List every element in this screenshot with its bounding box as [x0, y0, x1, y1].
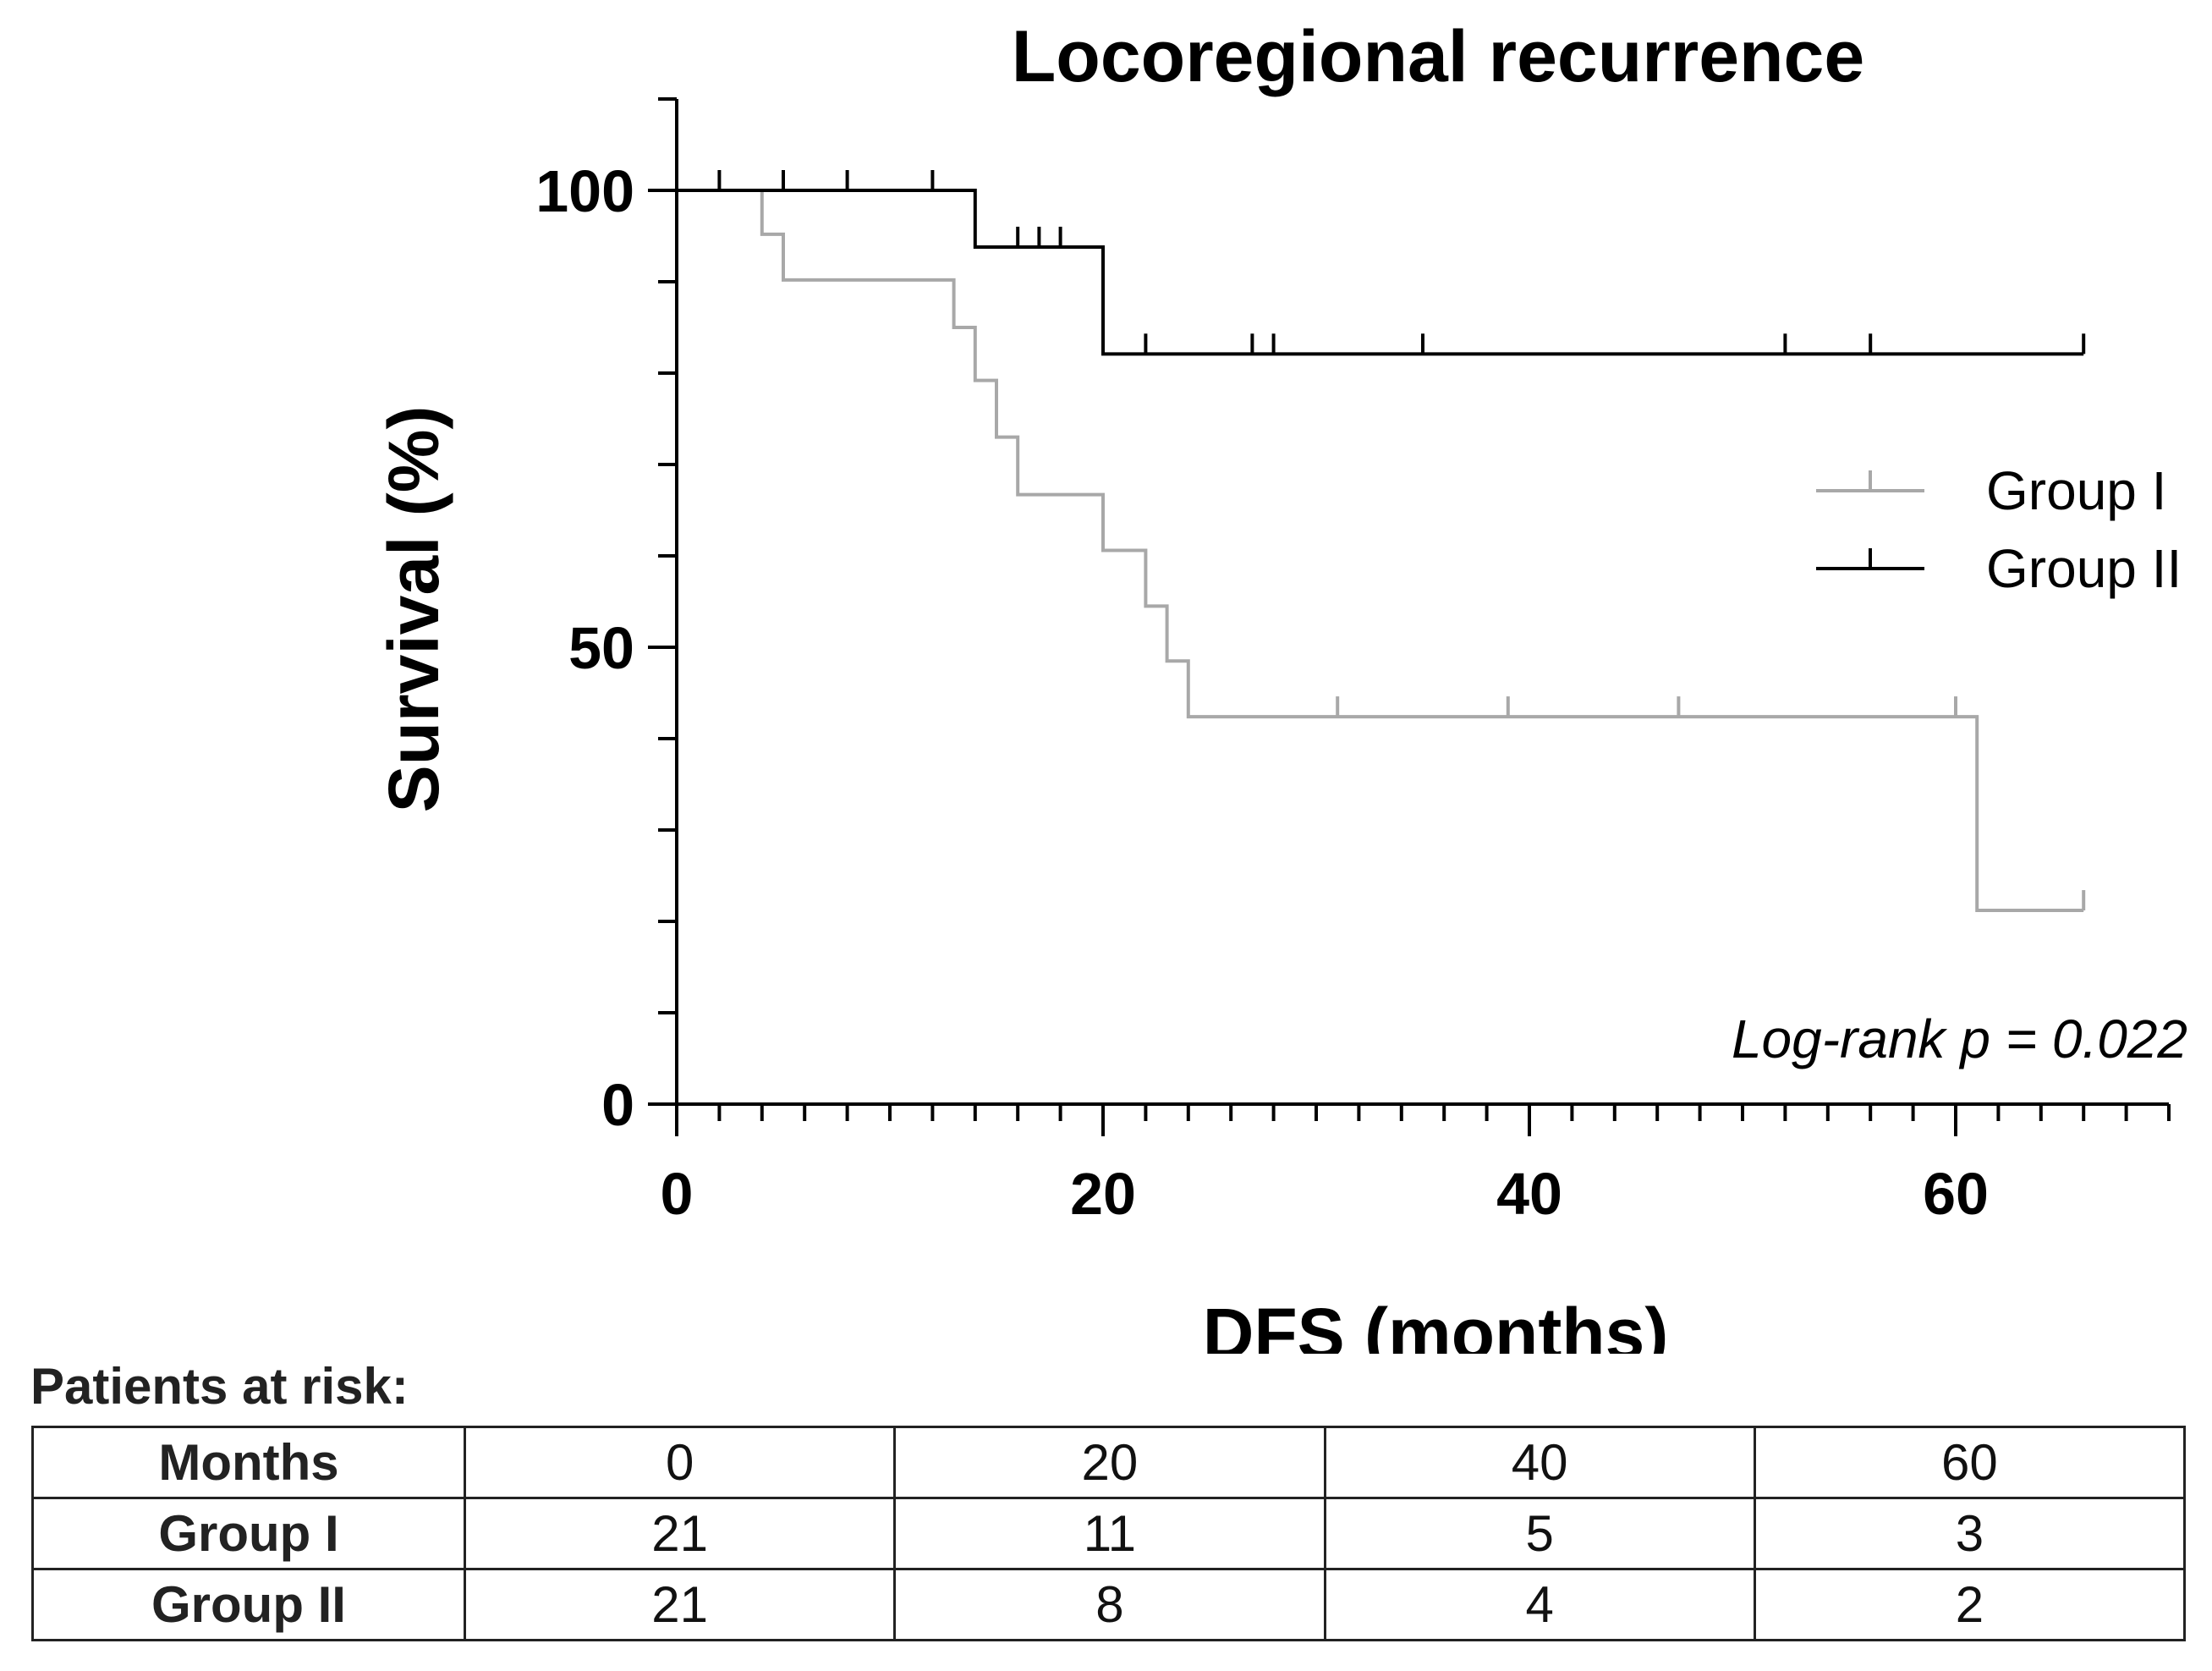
y-tick-label: 50	[568, 615, 634, 681]
risk-header-row: Months 0 20 40 60	[31, 1426, 2187, 1499]
legend-label-group-1: Group I	[1986, 460, 2166, 521]
legend-label-group-2: Group II	[1986, 538, 2182, 599]
risk-cell: 5	[1323, 1497, 1756, 1570]
x-tick-label: 0	[661, 1161, 694, 1227]
risk-table: Months 0 20 40 60 Group I 21 11 5 3 Grou…	[31, 1426, 2187, 1641]
risk-row-group-1: Group I 21 11 5 3	[31, 1497, 2187, 1570]
x-axis: 0 20 40 60	[661, 1102, 2171, 1227]
risk-row-group-2: Group II 21 8 4 2	[31, 1568, 2187, 1641]
legend: Group I Group II	[1816, 460, 2182, 599]
risk-month-cell: 20	[893, 1426, 1326, 1499]
risk-month-cell: 40	[1323, 1426, 1756, 1499]
x-tick-label: 40	[1496, 1161, 1562, 1227]
risk-header-label: Months	[31, 1426, 466, 1499]
chart-title: Locoregional recurrence	[1012, 16, 1864, 97]
logrank-annotation: Log-rank p = 0.022	[1732, 1009, 2187, 1069]
y-axis-title: Survival (%)	[374, 406, 453, 813]
risk-cell: 3	[1753, 1497, 2187, 1570]
y-tick-label: 0	[601, 1072, 634, 1138]
km-curve-group-2	[677, 189, 2084, 356]
km-chart: Locoregional recurrence 0 50 100 0 20 40 60 S…	[374, 16, 2187, 1354]
risk-cell: 21	[463, 1568, 897, 1641]
risk-month-cell: 0	[463, 1426, 897, 1499]
risk-cell: 21	[463, 1497, 897, 1570]
x-axis-title: DFS (months)	[1203, 1294, 1669, 1354]
risk-month-cell: 60	[1753, 1426, 2187, 1499]
x-tick-label: 20	[1070, 1161, 1136, 1227]
km-curve-group-1	[677, 189, 2084, 913]
risk-table-title: Patients at risk:	[30, 1358, 409, 1415]
series-layer	[677, 170, 2086, 913]
y-axis: 0 50 100	[535, 97, 678, 1138]
risk-row-label: Group I	[31, 1497, 466, 1570]
risk-cell: 11	[893, 1497, 1326, 1570]
x-tick-label: 60	[1923, 1161, 1989, 1227]
risk-cell: 8	[893, 1568, 1326, 1641]
risk-cell: 2	[1753, 1568, 2187, 1641]
y-tick-label: 100	[535, 158, 634, 224]
risk-row-label: Group II	[31, 1568, 466, 1641]
risk-cell: 4	[1323, 1568, 1756, 1641]
